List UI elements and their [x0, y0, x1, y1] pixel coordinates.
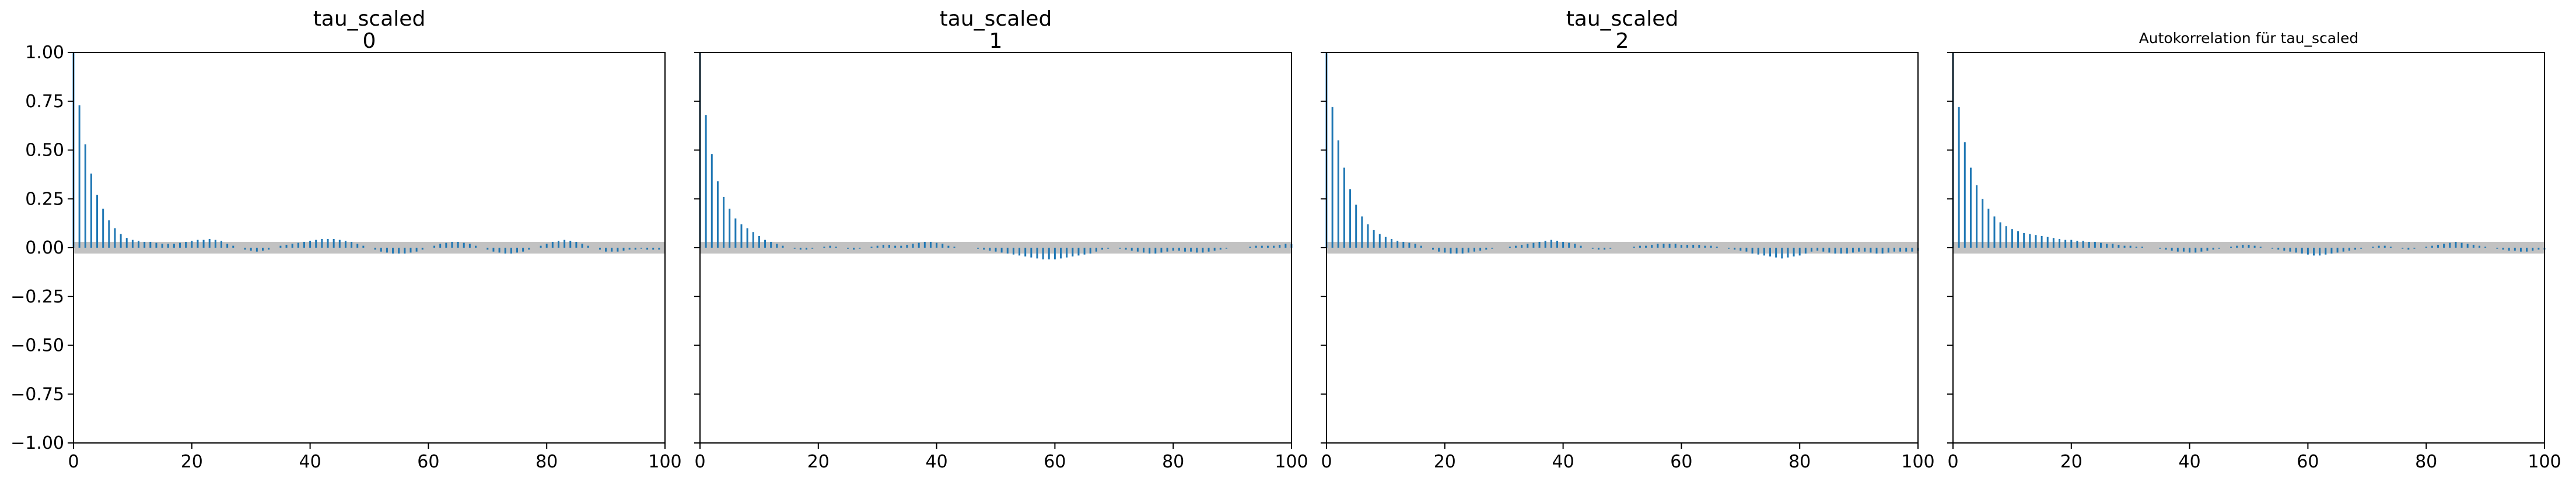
acf-panel-0: 0 20 40 60 80 100 1.00 0.75 0.50 0.25 0.00 −0.25 −0.…: [10, 7, 682, 472]
x-tick-label: 100: [1901, 452, 1934, 472]
y-tick-label: 0.75: [25, 92, 64, 112]
panel-title: 0: [363, 29, 376, 53]
x-tick-label: 40: [2179, 452, 2201, 472]
panel-title: tau_scaled: [313, 7, 426, 31]
x-tick-label: 20: [1434, 452, 1456, 472]
panel-title: tau_scaled: [940, 7, 1052, 31]
x-tick-label: 0: [1321, 452, 1332, 472]
x-tick-label: 100: [2528, 452, 2561, 472]
x-tick-label: 80: [2415, 452, 2437, 472]
x-tick-label: 100: [648, 452, 681, 472]
acf-panel-3: 0 20 40 60 80 100 Autokorrelation für tau_scal…: [1947, 30, 2561, 472]
x-tick-label: 40: [926, 452, 948, 472]
x-tick-label: 0: [68, 452, 79, 472]
y-tick-label: 0.50: [25, 140, 64, 161]
panel-title: 2: [1616, 29, 1629, 53]
x-tick-label: 20: [807, 452, 830, 472]
x-tick-label: 60: [2297, 452, 2319, 472]
y-tick-label: 0.00: [25, 238, 64, 258]
x-tick-label: 60: [417, 452, 439, 472]
y-tick-label: −0.50: [10, 336, 64, 356]
x-tick-label: 40: [1552, 452, 1574, 472]
x-tick-label: 40: [299, 452, 321, 472]
x-tick-label: 20: [2060, 452, 2082, 472]
y-tick-label: −0.75: [10, 384, 64, 404]
panel-title: 1: [989, 29, 1003, 53]
x-tick-label: 60: [1670, 452, 1692, 472]
x-tick-label: 0: [1947, 452, 1958, 472]
x-tick-label: 80: [1788, 452, 1811, 472]
panel-title: tau_scaled: [1566, 7, 1679, 31]
y-tick-label: −1.00: [10, 433, 64, 453]
x-tick-label: 20: [181, 452, 203, 472]
x-tick-label: 80: [536, 452, 558, 472]
y-tick-label: −0.25: [10, 287, 64, 307]
x-tick-label: 0: [694, 452, 705, 472]
x-tick-label: 100: [1275, 452, 1308, 472]
x-tick-label: 80: [1162, 452, 1184, 472]
y-tick-label: 1.00: [25, 43, 64, 63]
x-tick-label: 60: [1044, 452, 1066, 472]
panel-title: Autokorrelation für tau_scaled: [2139, 30, 2359, 47]
y-tick-label: 0.25: [25, 189, 64, 209]
